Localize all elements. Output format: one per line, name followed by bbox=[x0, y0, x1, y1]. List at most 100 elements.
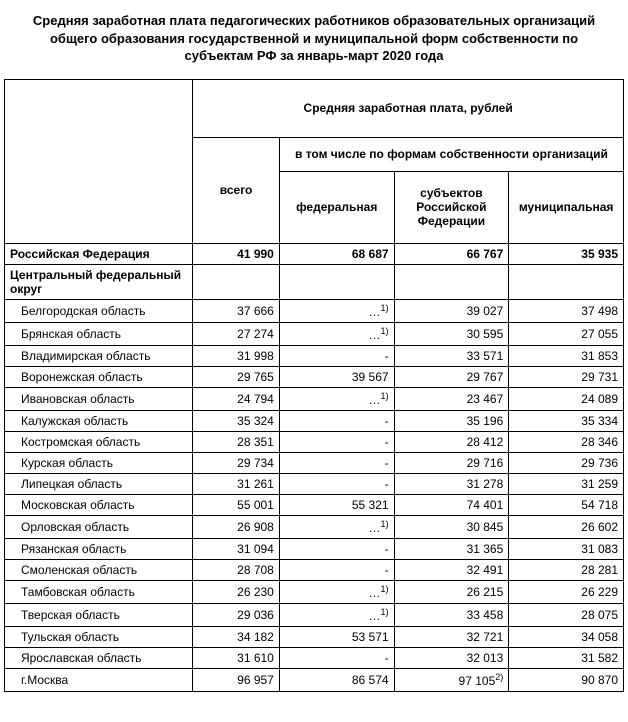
region-name: Московская область bbox=[5, 494, 193, 515]
federal-cell: 86 574 bbox=[279, 668, 394, 691]
subjects-cell: 26 215 bbox=[394, 580, 509, 603]
region-name: Костромская область bbox=[5, 431, 193, 452]
subjects-cell: 31 365 bbox=[394, 538, 509, 559]
cell bbox=[509, 264, 624, 299]
subjects-cell: 39 027 bbox=[394, 299, 509, 322]
subjects-cell: 29 716 bbox=[394, 452, 509, 473]
federal-cell: - bbox=[279, 410, 394, 431]
region-name: Владимирская область bbox=[5, 345, 193, 366]
federal-cell: - bbox=[279, 452, 394, 473]
table-title: Средняя заработная плата педагогических … bbox=[4, 4, 624, 79]
header-subjects: субъектов Российской Федерации bbox=[394, 171, 509, 243]
subjects-cell: 32 491 bbox=[394, 559, 509, 580]
russia-federal: 68 687 bbox=[279, 243, 394, 264]
municipal-cell: 37 498 bbox=[509, 299, 624, 322]
region-name: г.Москва bbox=[5, 668, 193, 691]
russia-name: Российская Федерация bbox=[5, 243, 193, 264]
total-cell: 31 610 bbox=[193, 647, 280, 668]
total-cell: 28 351 bbox=[193, 431, 280, 452]
header-total: всего bbox=[193, 137, 280, 243]
federal-cell: 53 571 bbox=[279, 626, 394, 647]
total-cell: 28 708 bbox=[193, 559, 280, 580]
region-name: Брянская область bbox=[5, 322, 193, 345]
russia-municipal: 35 935 bbox=[509, 243, 624, 264]
total-cell: 29 036 bbox=[193, 603, 280, 626]
municipal-cell: 27 055 bbox=[509, 322, 624, 345]
total-cell: 29 765 bbox=[193, 366, 280, 387]
total-cell: 26 230 bbox=[193, 580, 280, 603]
total-cell: 55 001 bbox=[193, 494, 280, 515]
region-name: Воронежская область bbox=[5, 366, 193, 387]
subjects-cell: 97 1052) bbox=[394, 668, 509, 691]
subjects-cell: 30 595 bbox=[394, 322, 509, 345]
subjects-cell: 32 013 bbox=[394, 647, 509, 668]
region-name: Смоленская область bbox=[5, 559, 193, 580]
cell bbox=[279, 264, 394, 299]
region-name: Курская область bbox=[5, 452, 193, 473]
federal-cell: …1) bbox=[279, 299, 394, 322]
federal-cell: - bbox=[279, 345, 394, 366]
municipal-cell: 34 058 bbox=[509, 626, 624, 647]
total-cell: 26 908 bbox=[193, 515, 280, 538]
federal-cell: …1) bbox=[279, 322, 394, 345]
total-cell: 35 324 bbox=[193, 410, 280, 431]
total-cell: 31 094 bbox=[193, 538, 280, 559]
russia-subjects: 66 767 bbox=[394, 243, 509, 264]
salary-table: Средняя заработная плата, рублей всего в… bbox=[4, 79, 624, 692]
municipal-cell: 29 736 bbox=[509, 452, 624, 473]
subjects-cell: 30 845 bbox=[394, 515, 509, 538]
region-name: Калужская область bbox=[5, 410, 193, 431]
region-name: Орловская область bbox=[5, 515, 193, 538]
federal-cell: …1) bbox=[279, 603, 394, 626]
total-cell: 34 182 bbox=[193, 626, 280, 647]
region-name: Белгородская область bbox=[5, 299, 193, 322]
federal-cell: - bbox=[279, 538, 394, 559]
municipal-cell: 31 083 bbox=[509, 538, 624, 559]
region-name: Тульская область bbox=[5, 626, 193, 647]
municipal-cell: 28 281 bbox=[509, 559, 624, 580]
region-name: Тамбовская область bbox=[5, 580, 193, 603]
total-cell: 27 274 bbox=[193, 322, 280, 345]
total-cell: 24 794 bbox=[193, 387, 280, 410]
subjects-cell: 33 458 bbox=[394, 603, 509, 626]
municipal-cell: 90 870 bbox=[509, 668, 624, 691]
russia-total: 41 990 bbox=[193, 243, 280, 264]
subjects-cell: 29 767 bbox=[394, 366, 509, 387]
header-forms: в том числе по формам собственности орга… bbox=[279, 137, 623, 171]
total-cell: 37 666 bbox=[193, 299, 280, 322]
municipal-cell: 31 582 bbox=[509, 647, 624, 668]
subjects-cell: 28 412 bbox=[394, 431, 509, 452]
total-cell: 31 261 bbox=[193, 473, 280, 494]
header-region bbox=[5, 79, 193, 243]
federal-cell: - bbox=[279, 647, 394, 668]
federal-cell: 55 321 bbox=[279, 494, 394, 515]
federal-cell: …1) bbox=[279, 580, 394, 603]
municipal-cell: 26 229 bbox=[509, 580, 624, 603]
cell bbox=[394, 264, 509, 299]
subjects-cell: 23 467 bbox=[394, 387, 509, 410]
federal-cell: - bbox=[279, 559, 394, 580]
header-federal: федеральная bbox=[279, 171, 394, 243]
subjects-cell: 74 401 bbox=[394, 494, 509, 515]
cell bbox=[193, 264, 280, 299]
subjects-cell: 35 196 bbox=[394, 410, 509, 431]
municipal-cell: 24 089 bbox=[509, 387, 624, 410]
header-municipal: муниципальная bbox=[509, 171, 624, 243]
region-name: Тверская область bbox=[5, 603, 193, 626]
federal-cell: - bbox=[279, 473, 394, 494]
municipal-cell: 35 334 bbox=[509, 410, 624, 431]
region-name: Липецкая область bbox=[5, 473, 193, 494]
federal-cell: - bbox=[279, 431, 394, 452]
municipal-cell: 31 853 bbox=[509, 345, 624, 366]
federal-cell: …1) bbox=[279, 515, 394, 538]
federal-cell: …1) bbox=[279, 387, 394, 410]
subjects-cell: 32 721 bbox=[394, 626, 509, 647]
municipal-cell: 29 731 bbox=[509, 366, 624, 387]
total-cell: 31 998 bbox=[193, 345, 280, 366]
header-main: Средняя заработная плата, рублей bbox=[193, 79, 624, 137]
municipal-cell: 26 602 bbox=[509, 515, 624, 538]
federal-cell: 39 567 bbox=[279, 366, 394, 387]
subjects-cell: 31 278 bbox=[394, 473, 509, 494]
region-name: Ивановская область bbox=[5, 387, 193, 410]
total-cell: 29 734 bbox=[193, 452, 280, 473]
